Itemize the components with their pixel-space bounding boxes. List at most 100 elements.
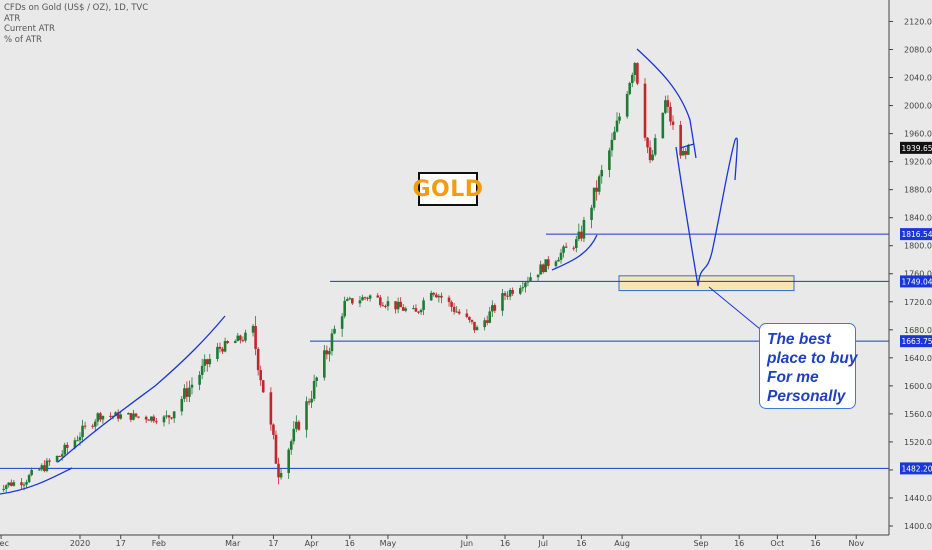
candle-body — [58, 456, 61, 458]
price-tick-label: 1840.00 — [904, 214, 932, 223]
candle-body — [437, 295, 441, 298]
candle-body — [241, 340, 245, 342]
candle-body — [483, 320, 486, 328]
price-label: 1939.65 — [901, 144, 932, 153]
candle-body — [452, 306, 456, 312]
candle-body — [40, 465, 44, 470]
gold-label-box: GOLD — [412, 172, 483, 206]
candle-body — [404, 308, 408, 311]
candle-body — [172, 411, 176, 419]
trend-curve-aug-top — [636, 48, 697, 159]
candle-body — [226, 341, 229, 344]
candle-body — [111, 415, 115, 417]
candle-body — [205, 359, 209, 365]
candle-body — [651, 154, 654, 161]
buy-zone-box — [618, 275, 795, 292]
candle-body — [348, 298, 352, 300]
candle-body — [251, 325, 255, 333]
candle-body — [132, 413, 135, 420]
candle-body — [646, 137, 649, 148]
candle-body — [83, 425, 87, 427]
note-line-2: place to buy — [767, 350, 858, 367]
trend-curve-jan-feb — [57, 315, 226, 463]
trend-curve-dec — [0, 467, 73, 495]
candle-body — [643, 83, 647, 138]
candles — [2, 62, 690, 493]
time-tick-label: Aug — [614, 539, 630, 548]
candle-body — [401, 307, 405, 311]
candle-body — [686, 144, 690, 155]
candle-body — [562, 246, 565, 253]
candle-body — [279, 472, 283, 478]
candle-body — [508, 290, 512, 297]
candle-body — [648, 147, 652, 161]
price-tick-label: 1680.00 — [904, 326, 932, 335]
candle-body — [91, 425, 95, 427]
candle-body — [577, 231, 581, 240]
candle-body — [636, 63, 639, 84]
time-tick-label: 16 — [734, 539, 744, 548]
candle-body — [180, 398, 184, 412]
candle-body — [170, 417, 173, 419]
candle-body — [310, 398, 313, 403]
candle-body — [48, 460, 51, 462]
candle-body — [447, 297, 451, 302]
candle-body — [129, 413, 133, 420]
candle-body — [127, 413, 130, 415]
candle-body — [4, 485, 8, 489]
candle-body — [134, 413, 138, 417]
candle-body — [307, 401, 311, 403]
candle-body — [261, 380, 265, 393]
tick-mark-aug — [679, 143, 695, 149]
candle-body — [256, 348, 260, 371]
candle-body — [440, 295, 443, 298]
price-tick-label: 1720.00 — [904, 298, 932, 307]
price-label: 1816.54 — [901, 230, 932, 239]
candle-body — [12, 482, 16, 486]
candle-body — [116, 412, 120, 419]
time-tick-label: Apr — [305, 539, 320, 548]
time-axis: Dec 2020 17 Feb Mar 17 Apr 16 May Jun 16 Jul 16 Aug Se… — [0, 535, 864, 548]
candle-body — [114, 412, 117, 416]
candle-body — [96, 413, 100, 422]
legend-title: CFDs on Gold (US$ / OZ), 1D, TVC — [4, 3, 149, 13]
candle-body — [30, 469, 33, 476]
candle-body — [119, 414, 123, 419]
time-tick-label: Mar — [225, 539, 241, 548]
candle-body — [152, 416, 156, 422]
candle-body — [661, 112, 665, 139]
candle-body — [615, 120, 619, 132]
price-label-bg — [900, 141, 932, 154]
candle-body — [81, 425, 84, 438]
candle-body — [60, 454, 64, 457]
candle-body — [485, 320, 489, 323]
candle-body — [394, 301, 397, 310]
candle-body — [101, 415, 105, 420]
time-tick-label: 17 — [116, 539, 126, 548]
candle-body — [43, 465, 46, 472]
candle-body — [429, 292, 433, 301]
candle-body — [183, 388, 186, 399]
candle-body — [590, 207, 593, 220]
candle-body — [190, 384, 194, 388]
time-tick-label: Oct — [770, 539, 784, 548]
price-axis: 1400.001440.001480.001520.001560.001600.… — [0, 0, 932, 536]
candle-body — [559, 252, 563, 260]
price-tick-label: 1760.00 — [904, 270, 932, 279]
candle-body — [554, 261, 558, 266]
candle-body — [99, 413, 102, 420]
candle-body — [351, 298, 354, 304]
time-tick-label: 16 — [345, 539, 355, 548]
candle-body — [137, 416, 140, 418]
candle-body — [340, 316, 344, 329]
time-tick-label: May — [380, 539, 397, 548]
price-label-bg — [900, 228, 932, 241]
candle-body — [536, 274, 540, 278]
time-tick-label: Sep — [693, 539, 708, 548]
candle-body — [345, 299, 349, 301]
candle-body — [386, 301, 390, 307]
price-label: 1663.75 — [901, 337, 932, 346]
candle-body — [109, 415, 112, 417]
candle-body — [518, 288, 522, 294]
